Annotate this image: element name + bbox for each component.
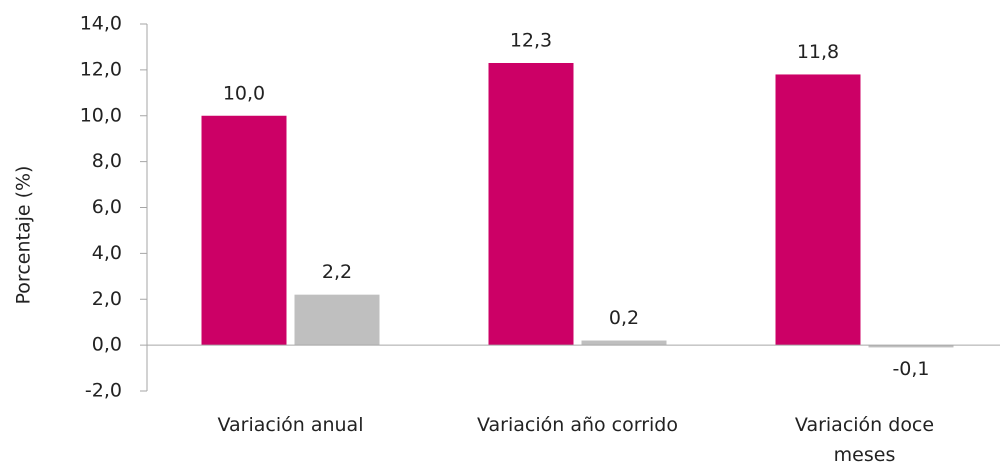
x-tick-label: Variación doce meses [794, 414, 935, 465]
y-tick-label: 2,0 [92, 288, 122, 310]
x-tick-label: Variación año corrido [476, 414, 678, 436]
bar [775, 74, 861, 346]
y-tick-label: 10,0 [80, 104, 122, 126]
value-label: 0,2 [609, 307, 639, 329]
y-tick-label: 12,0 [80, 58, 122, 80]
value-label: 11,8 [797, 41, 839, 63]
value-label: -0,1 [892, 358, 929, 380]
y-tick-label: 4,0 [92, 242, 122, 264]
bar [868, 345, 954, 348]
value-label: 12,3 [510, 29, 552, 51]
value-label: 2,2 [322, 261, 352, 283]
y-tick-label: 6,0 [92, 196, 122, 218]
y-tick-label: 14,0 [80, 13, 122, 35]
y-tick-label: 0,0 [92, 334, 122, 356]
y-axis-title: Porcentaje (%) [13, 166, 35, 305]
y-tick-label: -2,0 [85, 380, 122, 402]
bar [581, 340, 667, 346]
y-tick-label: 8,0 [92, 150, 122, 172]
x-tick-label: Variación anual [217, 414, 364, 436]
bar [201, 115, 287, 346]
value-label: 10,0 [223, 82, 265, 104]
bar [488, 62, 574, 346]
bar [294, 294, 380, 346]
